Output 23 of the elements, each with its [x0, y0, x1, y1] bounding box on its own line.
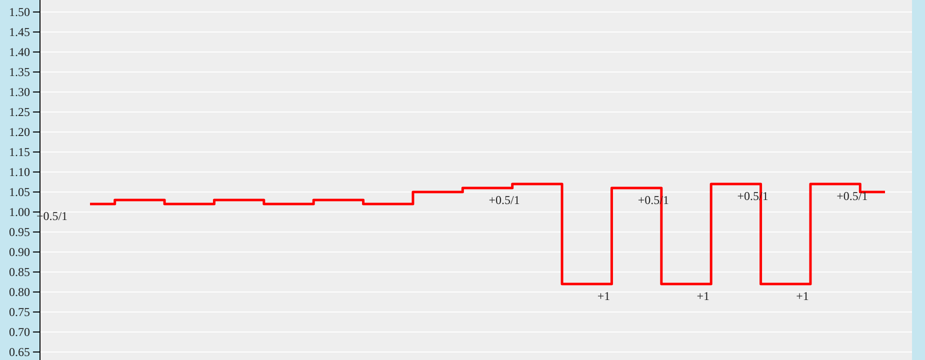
y-tick-label: 1.15 — [9, 144, 30, 159]
y-tick-label: 1.30 — [9, 84, 30, 99]
data-label: +0.5/1 — [488, 193, 520, 208]
y-tick-label: 0.65 — [9, 344, 30, 359]
y-tick-label: 0.90 — [9, 244, 30, 259]
data-label: +1 — [796, 289, 809, 304]
y-tick-label: 0.80 — [9, 284, 30, 299]
data-label: +0.5/1 — [836, 189, 868, 204]
y-tick-label: 1.45 — [9, 24, 30, 39]
y-tick-label: 1.40 — [9, 44, 30, 59]
y-tick-label: 1.05 — [9, 184, 30, 199]
data-label: +1 — [696, 289, 710, 304]
y-tick-label: 0.95 — [9, 224, 30, 239]
y-tick-label: 1.00 — [9, 204, 30, 219]
y-tick-label: 0.70 — [9, 324, 30, 339]
y-tick-label: 0.75 — [9, 304, 30, 319]
data-label: +1 — [597, 289, 610, 304]
y-tick-label: 1.10 — [9, 164, 30, 179]
y-tick-label: 1.35 — [9, 64, 30, 79]
y-tick-label: 0.85 — [9, 264, 30, 279]
y-tick-label: 1.50 — [9, 4, 30, 19]
y-tick-label: 1.20 — [9, 124, 30, 139]
y-tick-label: 1.25 — [9, 104, 30, 119]
